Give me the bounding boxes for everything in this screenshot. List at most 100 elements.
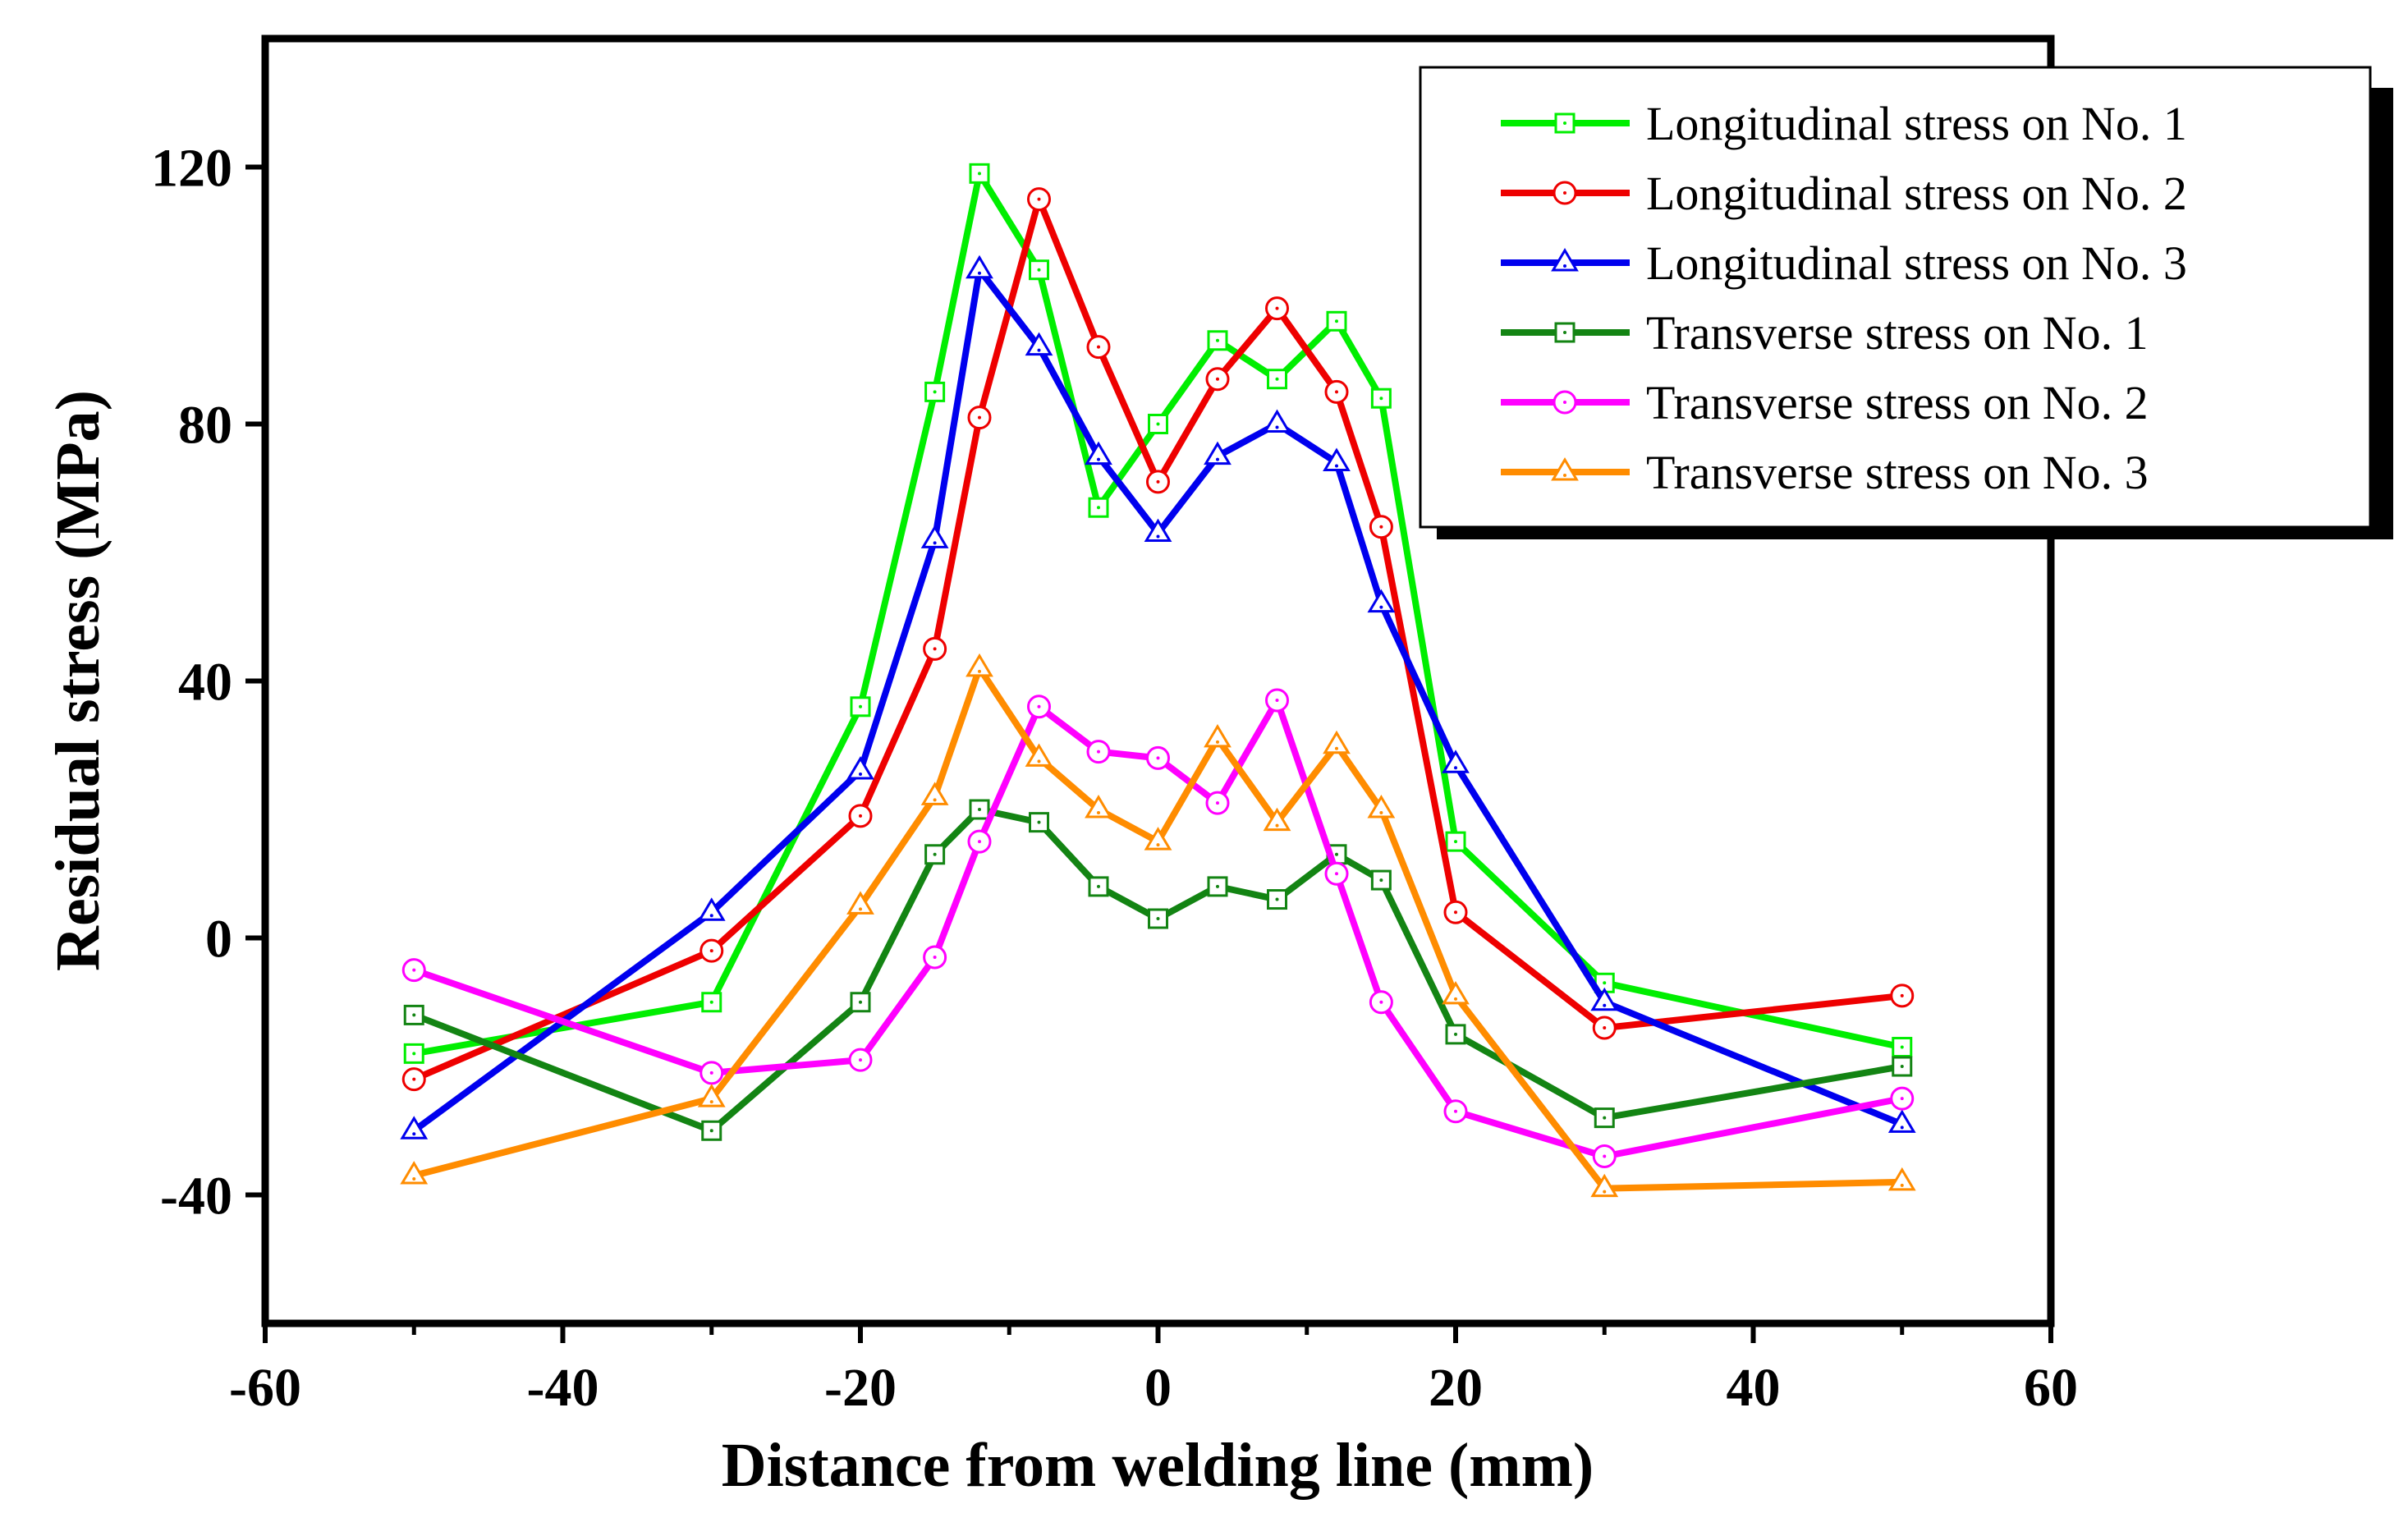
data-point-3-15 <box>1887 1109 1916 1133</box>
data-point-3-10-center-dot <box>1275 425 1279 429</box>
data-point-1-15-center-dot <box>1900 1045 1904 1049</box>
series-6 <box>400 653 1916 1198</box>
x-tick-label: 40 <box>1727 1358 1781 1418</box>
data-point-6-15 <box>1887 1167 1916 1191</box>
data-point-2-15-center-dot <box>1900 993 1904 997</box>
data-point-5-9-center-dot <box>1216 801 1219 805</box>
data-point-5-6-center-dot <box>1037 704 1041 708</box>
data-point-2-8-center-dot <box>1156 479 1160 484</box>
data-point-3-2-center-dot <box>709 914 713 918</box>
y-axis-title: Residual stress (MPa) <box>44 390 112 971</box>
data-point-6-9 <box>1204 723 1232 748</box>
legend-label: Transverse stress on No. 3 <box>1646 446 2149 499</box>
data-point-3-2 <box>697 897 726 921</box>
data-point-3-3-center-dot <box>859 773 862 777</box>
data-point-6-13 <box>1442 980 1470 1005</box>
data-point-5-5-center-dot <box>978 840 981 844</box>
data-point-6-7-center-dot <box>1097 811 1100 814</box>
data-point-3-7 <box>1085 441 1112 465</box>
data-point-6-3-center-dot <box>859 907 862 911</box>
data-point-5-7-center-dot <box>1097 750 1100 754</box>
data-point-6-4 <box>920 782 949 805</box>
data-point-2-9-center-dot <box>1216 377 1219 381</box>
data-point-3-15-center-dot <box>1900 1126 1904 1130</box>
series-4 <box>403 799 1913 1141</box>
data-point-6-11-center-dot <box>1335 746 1338 750</box>
data-point-5-8-center-dot <box>1156 756 1160 760</box>
x-tick-label: 0 <box>1144 1358 1172 1418</box>
data-point-3-12 <box>1367 589 1396 613</box>
data-point-3-5 <box>965 254 993 279</box>
data-point-6-12-center-dot <box>1379 811 1383 814</box>
data-point-4-3-center-dot <box>859 1000 862 1004</box>
data-point-5-15-center-dot <box>1900 1097 1904 1101</box>
data-point-4-14-center-dot <box>1603 1116 1607 1120</box>
legend-marker-center-dot <box>1563 191 1566 195</box>
x-tick-label: 60 <box>2024 1358 2078 1418</box>
data-point-2-1-center-dot <box>412 1077 416 1081</box>
data-point-6-14-center-dot <box>1603 1190 1607 1194</box>
data-point-4-6-center-dot <box>1037 820 1041 824</box>
legend-label: Longitudinal stress on No. 3 <box>1646 236 2187 290</box>
data-point-2-6-center-dot <box>1037 197 1041 201</box>
data-point-6-12 <box>1367 795 1396 818</box>
legend-marker-center-dot <box>1563 264 1566 268</box>
data-point-1-3-center-dot <box>859 704 862 708</box>
data-point-4-11-center-dot <box>1335 852 1338 856</box>
legend-label: Longitudinal stress on No. 2 <box>1646 167 2187 220</box>
data-point-3-7-center-dot <box>1097 457 1100 461</box>
data-point-6-10-center-dot <box>1275 823 1279 828</box>
data-point-5-12-center-dot <box>1379 1000 1383 1004</box>
data-point-6-14 <box>1590 1173 1619 1198</box>
series-layer <box>400 163 1916 1198</box>
data-point-6-10 <box>1263 807 1291 832</box>
legend-marker-center-dot <box>1563 331 1566 334</box>
legend-label: Transverse stress on No. 1 <box>1646 306 2149 360</box>
data-point-6-5-center-dot <box>978 669 981 673</box>
data-point-3-6-center-dot <box>1037 348 1041 352</box>
data-point-3-4 <box>920 525 949 548</box>
data-point-3-10 <box>1263 409 1291 433</box>
series-1 <box>403 163 1913 1064</box>
data-point-1-11-center-dot <box>1335 319 1338 323</box>
legend-marker <box>1551 248 1579 272</box>
data-point-3-11 <box>1323 447 1351 471</box>
data-point-4-10-center-dot <box>1275 897 1279 901</box>
data-point-5-3-center-dot <box>859 1058 862 1062</box>
data-point-1-12-center-dot <box>1379 397 1383 401</box>
axis-layer: -60 -40 -20 0 20 40 60 -40 0 40 80 120 <box>151 139 2078 1419</box>
legend-entry-1: Longitudinal stress on No. 1 <box>1501 97 2187 150</box>
data-point-3-14-center-dot <box>1603 1003 1607 1007</box>
y-tick-label: -40 <box>160 1167 232 1227</box>
legend-entry-3: Longitudinal stress on No. 3 <box>1501 236 2187 290</box>
data-point-3-14 <box>1590 987 1619 1011</box>
data-point-2-5-center-dot <box>978 415 981 420</box>
data-point-3-6 <box>1025 332 1053 356</box>
data-point-1-5-center-dot <box>978 172 981 176</box>
data-point-3-1-center-dot <box>412 1132 416 1136</box>
data-point-6-5 <box>965 653 993 677</box>
legend-entry-6: Transverse stress on No. 3 <box>1501 446 2149 499</box>
data-point-3-9 <box>1204 441 1232 465</box>
legend-entry-2: Longitudinal stress on No. 2 <box>1501 167 2187 220</box>
data-point-4-9-center-dot <box>1216 884 1219 888</box>
data-point-1-4-center-dot <box>933 390 937 394</box>
data-point-4-5-center-dot <box>978 808 981 811</box>
x-tick-label: -40 <box>527 1358 599 1418</box>
data-point-6-11 <box>1323 730 1351 754</box>
data-point-5-10-center-dot <box>1275 698 1279 702</box>
y-tick-label: 80 <box>178 396 232 456</box>
data-point-6-9-center-dot <box>1216 740 1219 744</box>
series-3 <box>400 254 1916 1139</box>
data-point-6-8 <box>1144 827 1172 851</box>
legend-marker-center-dot <box>1563 122 1566 125</box>
data-point-3-8 <box>1144 518 1172 543</box>
data-point-3-3 <box>846 756 874 780</box>
data-point-2-7-center-dot <box>1097 345 1100 349</box>
data-point-1-1-center-dot <box>412 1052 416 1056</box>
data-point-2-11-center-dot <box>1335 390 1338 394</box>
legend-entry-4: Transverse stress on No. 1 <box>1501 306 2149 360</box>
data-point-6-4-center-dot <box>933 798 937 802</box>
legend-entries: Longitudinal stress on No. 1 Longitudinal… <box>1501 97 2187 499</box>
data-point-5-1-center-dot <box>412 968 416 972</box>
